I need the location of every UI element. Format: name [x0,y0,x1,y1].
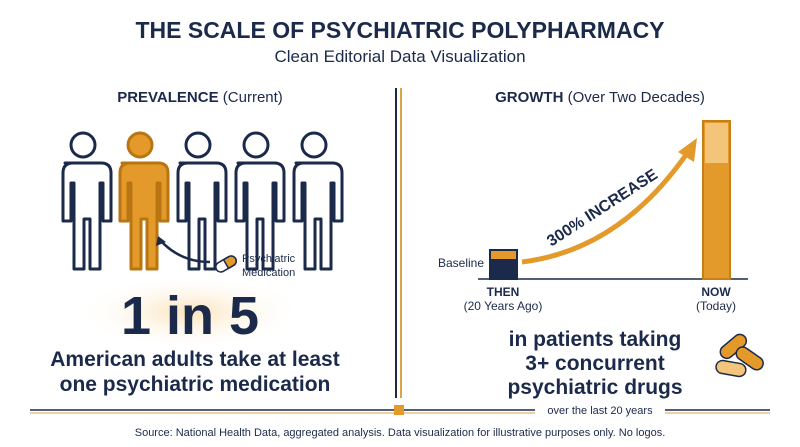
section-heading: GROWTH (Over Two Decades) [495,89,705,106]
arrowhead [678,138,697,162]
now-sublabel: (Today) [696,299,736,313]
stat: 1 in 5 [121,286,259,346]
then-bar-fill [491,259,516,278]
pill-icon [215,255,237,273]
pills-icon [715,333,764,378]
now-bar-top [705,123,728,163]
callout-arrow [159,239,211,264]
arrowhead [156,236,166,246]
subtitle: Clean Editorial Data Visualization [274,47,525,66]
title: THE SCALE OF PSYCHIATRIC POLYPHARMACY [135,17,664,43]
now-label: NOW [701,285,731,299]
description: psychiatric drugs [507,376,682,399]
section-heading: PREVALENCE (Current) [117,89,283,106]
baseline-label: Baseline [438,256,484,270]
callout-label: Psychiatric [242,253,296,265]
glow [75,274,305,350]
people [61,131,344,271]
arrow-label: 300% INCREASE [544,166,661,250]
label-bg [535,402,665,418]
source: Source: National Health Data, aggregated… [135,427,666,439]
description: one psychiatric medication [60,373,331,396]
period-label: over the last 20 years [547,405,653,417]
then-bar-top [491,251,516,259]
footer-marker [394,405,404,415]
then-sublabel: (20 Years Ago) [464,299,543,313]
description: American adults take at least [50,348,339,371]
description: in patients taking [509,328,682,351]
growth-arrow [521,150,691,265]
callout-label: Medication [242,267,295,279]
description: 3+ concurrent [525,352,664,375]
then-label: THEN [487,285,520,299]
